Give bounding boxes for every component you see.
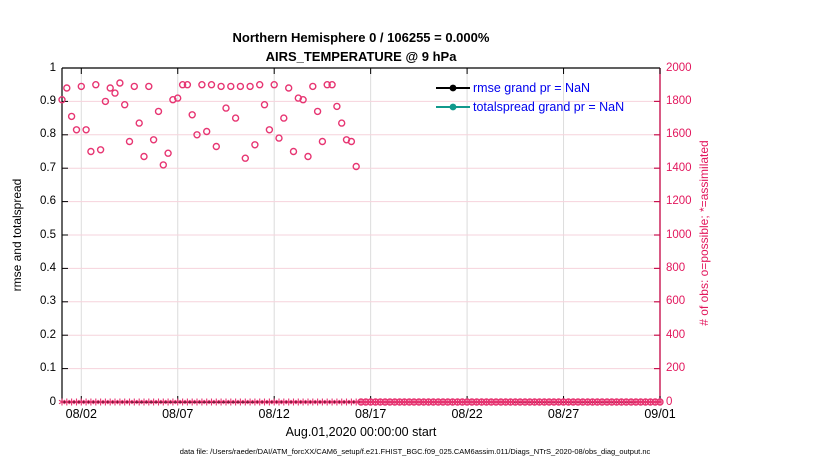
- left-tick-label: 0.8: [40, 128, 56, 141]
- x-tick-label: 09/01: [644, 407, 676, 421]
- left-tick-label: 0.6: [40, 195, 56, 208]
- right-tick-label: 1400: [666, 161, 692, 174]
- assimilated-asterisk-markers: [58, 398, 664, 406]
- x-tick-label: 08/02: [65, 407, 97, 421]
- title-line2: AIRS_TEMPERATURE @ 9 hPa: [265, 49, 457, 64]
- x-tick-label: 08/12: [258, 407, 290, 421]
- title-line1: Northern Hemisphere 0 / 106255 = 0.000%: [232, 30, 490, 45]
- left-tick-label: 0.3: [40, 295, 56, 308]
- legend-entry-rmse: rmse grand pr = NaN: [473, 81, 591, 95]
- right-tick-label: 200: [666, 362, 686, 375]
- legend-entry-totalspread: totalspread grand pr = NaN: [473, 100, 625, 114]
- left-tick-label: 0.1: [40, 362, 56, 375]
- right-tick-label: 1600: [666, 128, 692, 141]
- possible-circle-markers: [58, 79, 664, 406]
- legend-swatches: [436, 84, 470, 111]
- left-tick-label: 0: [49, 395, 56, 408]
- x-axis-label: Aug.01,2020 00:00:00 start: [285, 425, 437, 439]
- left-tick-label: 0.9: [40, 94, 56, 107]
- right-tick-label: 0: [666, 395, 673, 408]
- left-tick-label: 0.4: [40, 261, 56, 274]
- left-tick-label: 0.5: [40, 228, 56, 241]
- left-tick-label: 0.7: [40, 161, 56, 174]
- left-tick-label: 1: [49, 61, 56, 74]
- x-tick-label: 08/27: [547, 407, 580, 421]
- x-tick-label: 08/07: [162, 407, 194, 421]
- right-tick-label: 800: [666, 261, 686, 274]
- right-tick-label: 2000: [666, 61, 692, 74]
- right-tick-label: 400: [666, 328, 686, 341]
- x-tick-label: 08/17: [355, 407, 387, 421]
- right-tick-label: 600: [666, 295, 686, 308]
- right-tick-label: 1800: [666, 94, 692, 107]
- gridlines: [62, 68, 661, 402]
- right-tick-label: 1000: [666, 228, 692, 241]
- left-tick-label: 0.2: [40, 328, 56, 341]
- right-tick-label: 1200: [666, 195, 692, 208]
- chart-title: Northern Hemisphere 0 / 106255 = 0.000% …: [62, 28, 660, 66]
- data-file-caption: data file: /Users/raeder/DAI/ATM_forcXX/…: [179, 447, 651, 456]
- x-tick-label: 08/22: [451, 407, 483, 421]
